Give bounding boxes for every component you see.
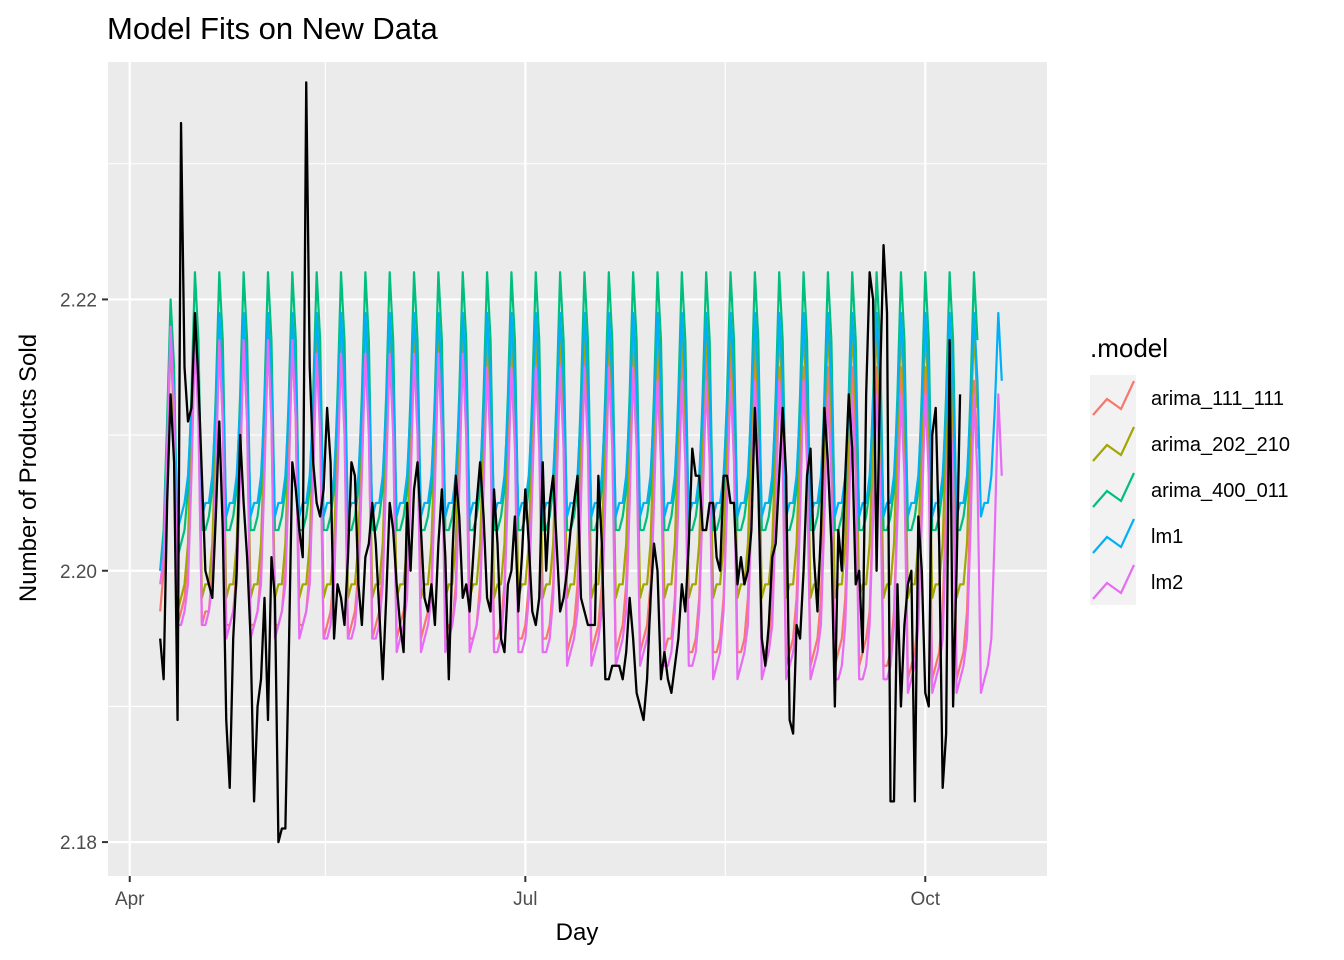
legend-key-line — [1092, 380, 1135, 416]
legend-label: arima_111_111 — [1151, 388, 1284, 410]
series-line-lm2 — [159, 325, 1003, 694]
legend-label: lm1 — [1151, 526, 1183, 548]
legend-label: arima_400_011 — [1151, 480, 1289, 502]
actual-data-line — [159, 81, 962, 844]
y-axis-title: Number of Products Sold — [15, 334, 42, 602]
legend-key-line — [1092, 564, 1135, 600]
legend-key — [1090, 421, 1136, 467]
legend-title: .model — [1090, 333, 1168, 363]
legend-key — [1090, 375, 1136, 421]
chart-title: Model Fits on New Data — [107, 11, 439, 46]
x-tick-label: Jul — [513, 889, 537, 910]
x-axis-title: Day — [556, 919, 599, 946]
x-tick-label: Oct — [910, 889, 940, 910]
y-tick-label: 2.18 — [60, 833, 97, 854]
legend-label: arima_202_210 — [1151, 434, 1290, 456]
legend-key — [1090, 467, 1136, 513]
minor-gridlines — [108, 62, 1047, 876]
legend-label: lm2 — [1151, 572, 1183, 594]
legend-key — [1090, 513, 1136, 559]
legend-key-line — [1092, 472, 1135, 508]
legend-key-line — [1092, 426, 1135, 462]
y-tick-label: 2.22 — [60, 290, 97, 311]
y-tick-label: 2.20 — [60, 562, 97, 583]
series-lines — [159, 81, 1003, 844]
x-tick-label: Apr — [115, 889, 145, 910]
legend: .model arima_111_111 arima_202_210 arima_40… — [1090, 333, 1290, 605]
legend-key-line — [1092, 518, 1135, 554]
axes: 2.18 2.20 2.22 Apr Jul Oct — [60, 290, 941, 910]
series-line-lm1 — [159, 311, 1003, 571]
legend-key — [1090, 559, 1136, 605]
